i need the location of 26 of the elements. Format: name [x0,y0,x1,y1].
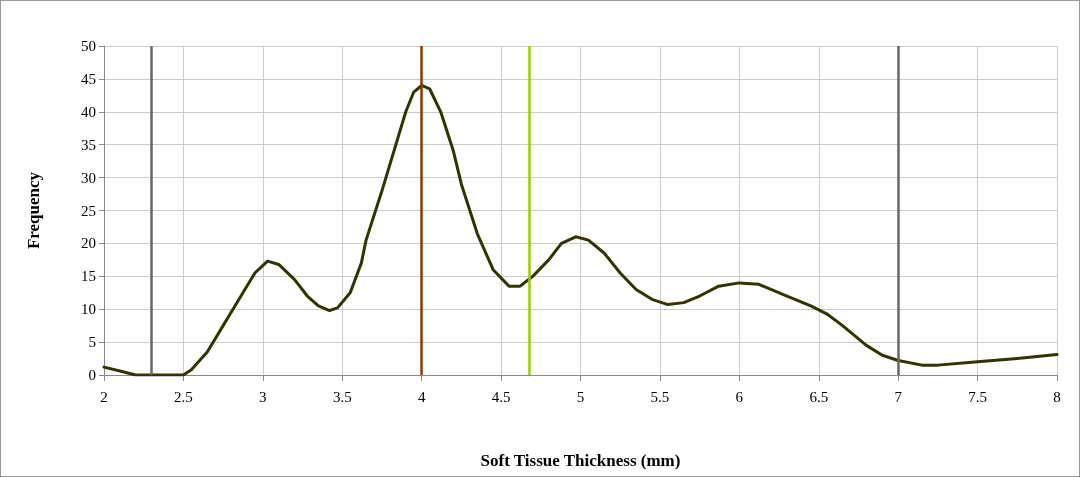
y-tick-label: 30 [81,169,96,186]
x-tick-label: 7 [894,388,903,405]
y-tick-label: 25 [81,202,96,219]
y-tick-label: 10 [81,301,96,318]
x-tick-label: 8 [1053,388,1061,405]
y-tick-label: 45 [81,70,96,87]
x-tick-label: 5.5 [650,388,670,405]
x-tick-label: 2.5 [174,388,193,405]
x-tick-label: 4 [417,388,426,405]
x-tick-label: 3 [259,388,267,405]
x-tick-label: 2 [100,388,108,405]
x-tick-label: 6.5 [809,388,829,405]
y-tick-label: 15 [81,268,96,285]
y-tick-label: 0 [88,367,96,383]
x-axis-title: Soft Tissue Thickness (mm) [480,451,681,470]
x-tick-label: 4.5 [491,388,511,405]
y-tick-label: 20 [81,235,96,252]
y-tick-label: 35 [81,136,96,153]
x-tick-label: 7.5 [968,388,987,405]
y-tick-label: 40 [81,103,96,120]
x-tick-label: 6 [735,388,744,405]
x-tick-label: 3.5 [332,388,352,405]
y-tick-label: 50 [81,38,96,54]
y-tick-label: 5 [88,334,96,351]
x-tick-label: 5 [576,388,585,405]
y-axis-title: Frequency [24,171,43,250]
